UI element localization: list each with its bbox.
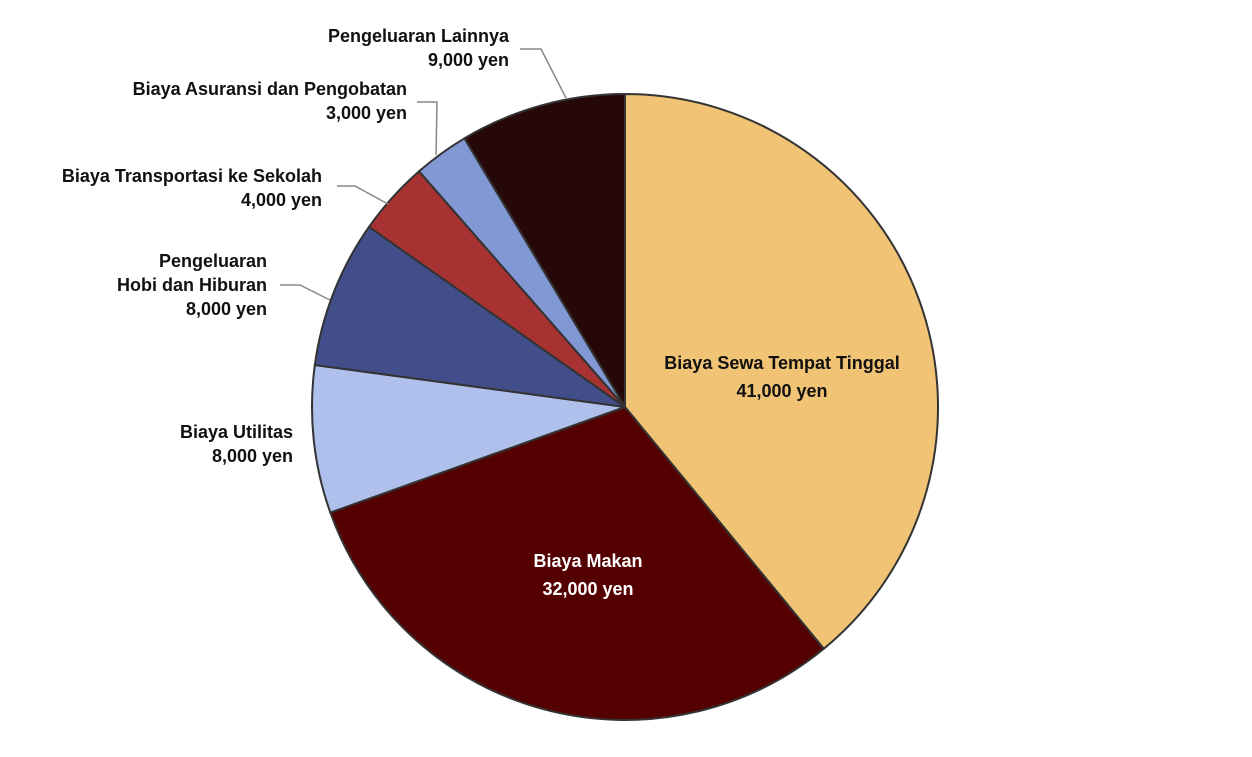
pie-slice [313,225,626,408]
slice-label: Biaya Utilitas [180,422,293,442]
pie-slice [329,405,826,721]
leader-line [337,185,389,205]
slice-label: Biaya Transportasi ke Sekolah [62,166,322,186]
pie-slice [311,363,626,514]
slice-label: Pengeluaran Lainnya [328,26,510,46]
slice-label: Biaya Sewa Tempat Tinggal [664,353,899,373]
value-label: 41,000 yen [736,381,827,401]
slice-label: Biaya Makan [533,551,642,571]
leader-line [280,284,331,301]
slice-label: Pengeluaran Hobi dan Hiburan [117,251,267,295]
value-label: 3,000 yen [326,103,407,123]
value-label: 32,000 yen [542,579,633,599]
leader-line [417,101,438,156]
value-label: 9,000 yen [428,50,509,70]
slice-label: Biaya Asuransi dan Pengobatan [133,79,407,99]
value-label: 4,000 yen [241,190,322,210]
value-label: 8,000 yen [212,446,293,466]
leader-line [520,48,567,99]
pie-slice [463,92,626,411]
value-label: 8,000 yen [186,299,267,319]
pie-slice [624,92,939,651]
